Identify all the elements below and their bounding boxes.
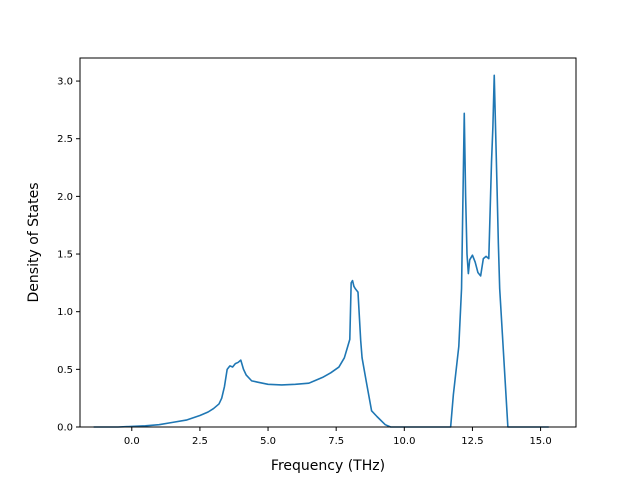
x-tick-label: 12.5 xyxy=(461,436,483,447)
y-tick-label: 0.5 xyxy=(57,365,73,376)
x-tick-label: 7.5 xyxy=(328,436,344,447)
plot-frame xyxy=(79,57,577,428)
series-line-0 xyxy=(93,74,549,428)
plot-area xyxy=(93,74,549,428)
x-tick-label: 2.5 xyxy=(192,436,208,447)
x-tick-label: 0.0 xyxy=(124,436,140,447)
x-tick-label: 10.0 xyxy=(393,436,415,447)
y-axis-label: Density of States xyxy=(26,183,42,303)
y-tick-label: 3.0 xyxy=(57,77,73,88)
y-tick-label: 0.0 xyxy=(57,423,73,434)
y-tick-label: 2.0 xyxy=(57,192,73,203)
x-axis-ticks: 0.0 2.5 5.0 7.5 10.0 12.5 15.0 xyxy=(124,427,552,447)
x-axis-label: Frequency (THz) xyxy=(271,458,385,474)
x-tick-label: 5.0 xyxy=(260,436,276,447)
x-tick-label: 15.0 xyxy=(529,436,551,447)
y-tick-label: 2.5 xyxy=(57,134,73,145)
y-tick-label: 1.0 xyxy=(57,307,73,318)
y-axis-ticks: 0.0 0.5 1.0 1.5 2.0 2.5 3.0 xyxy=(57,77,80,434)
y-tick-label: 1.5 xyxy=(57,250,73,261)
